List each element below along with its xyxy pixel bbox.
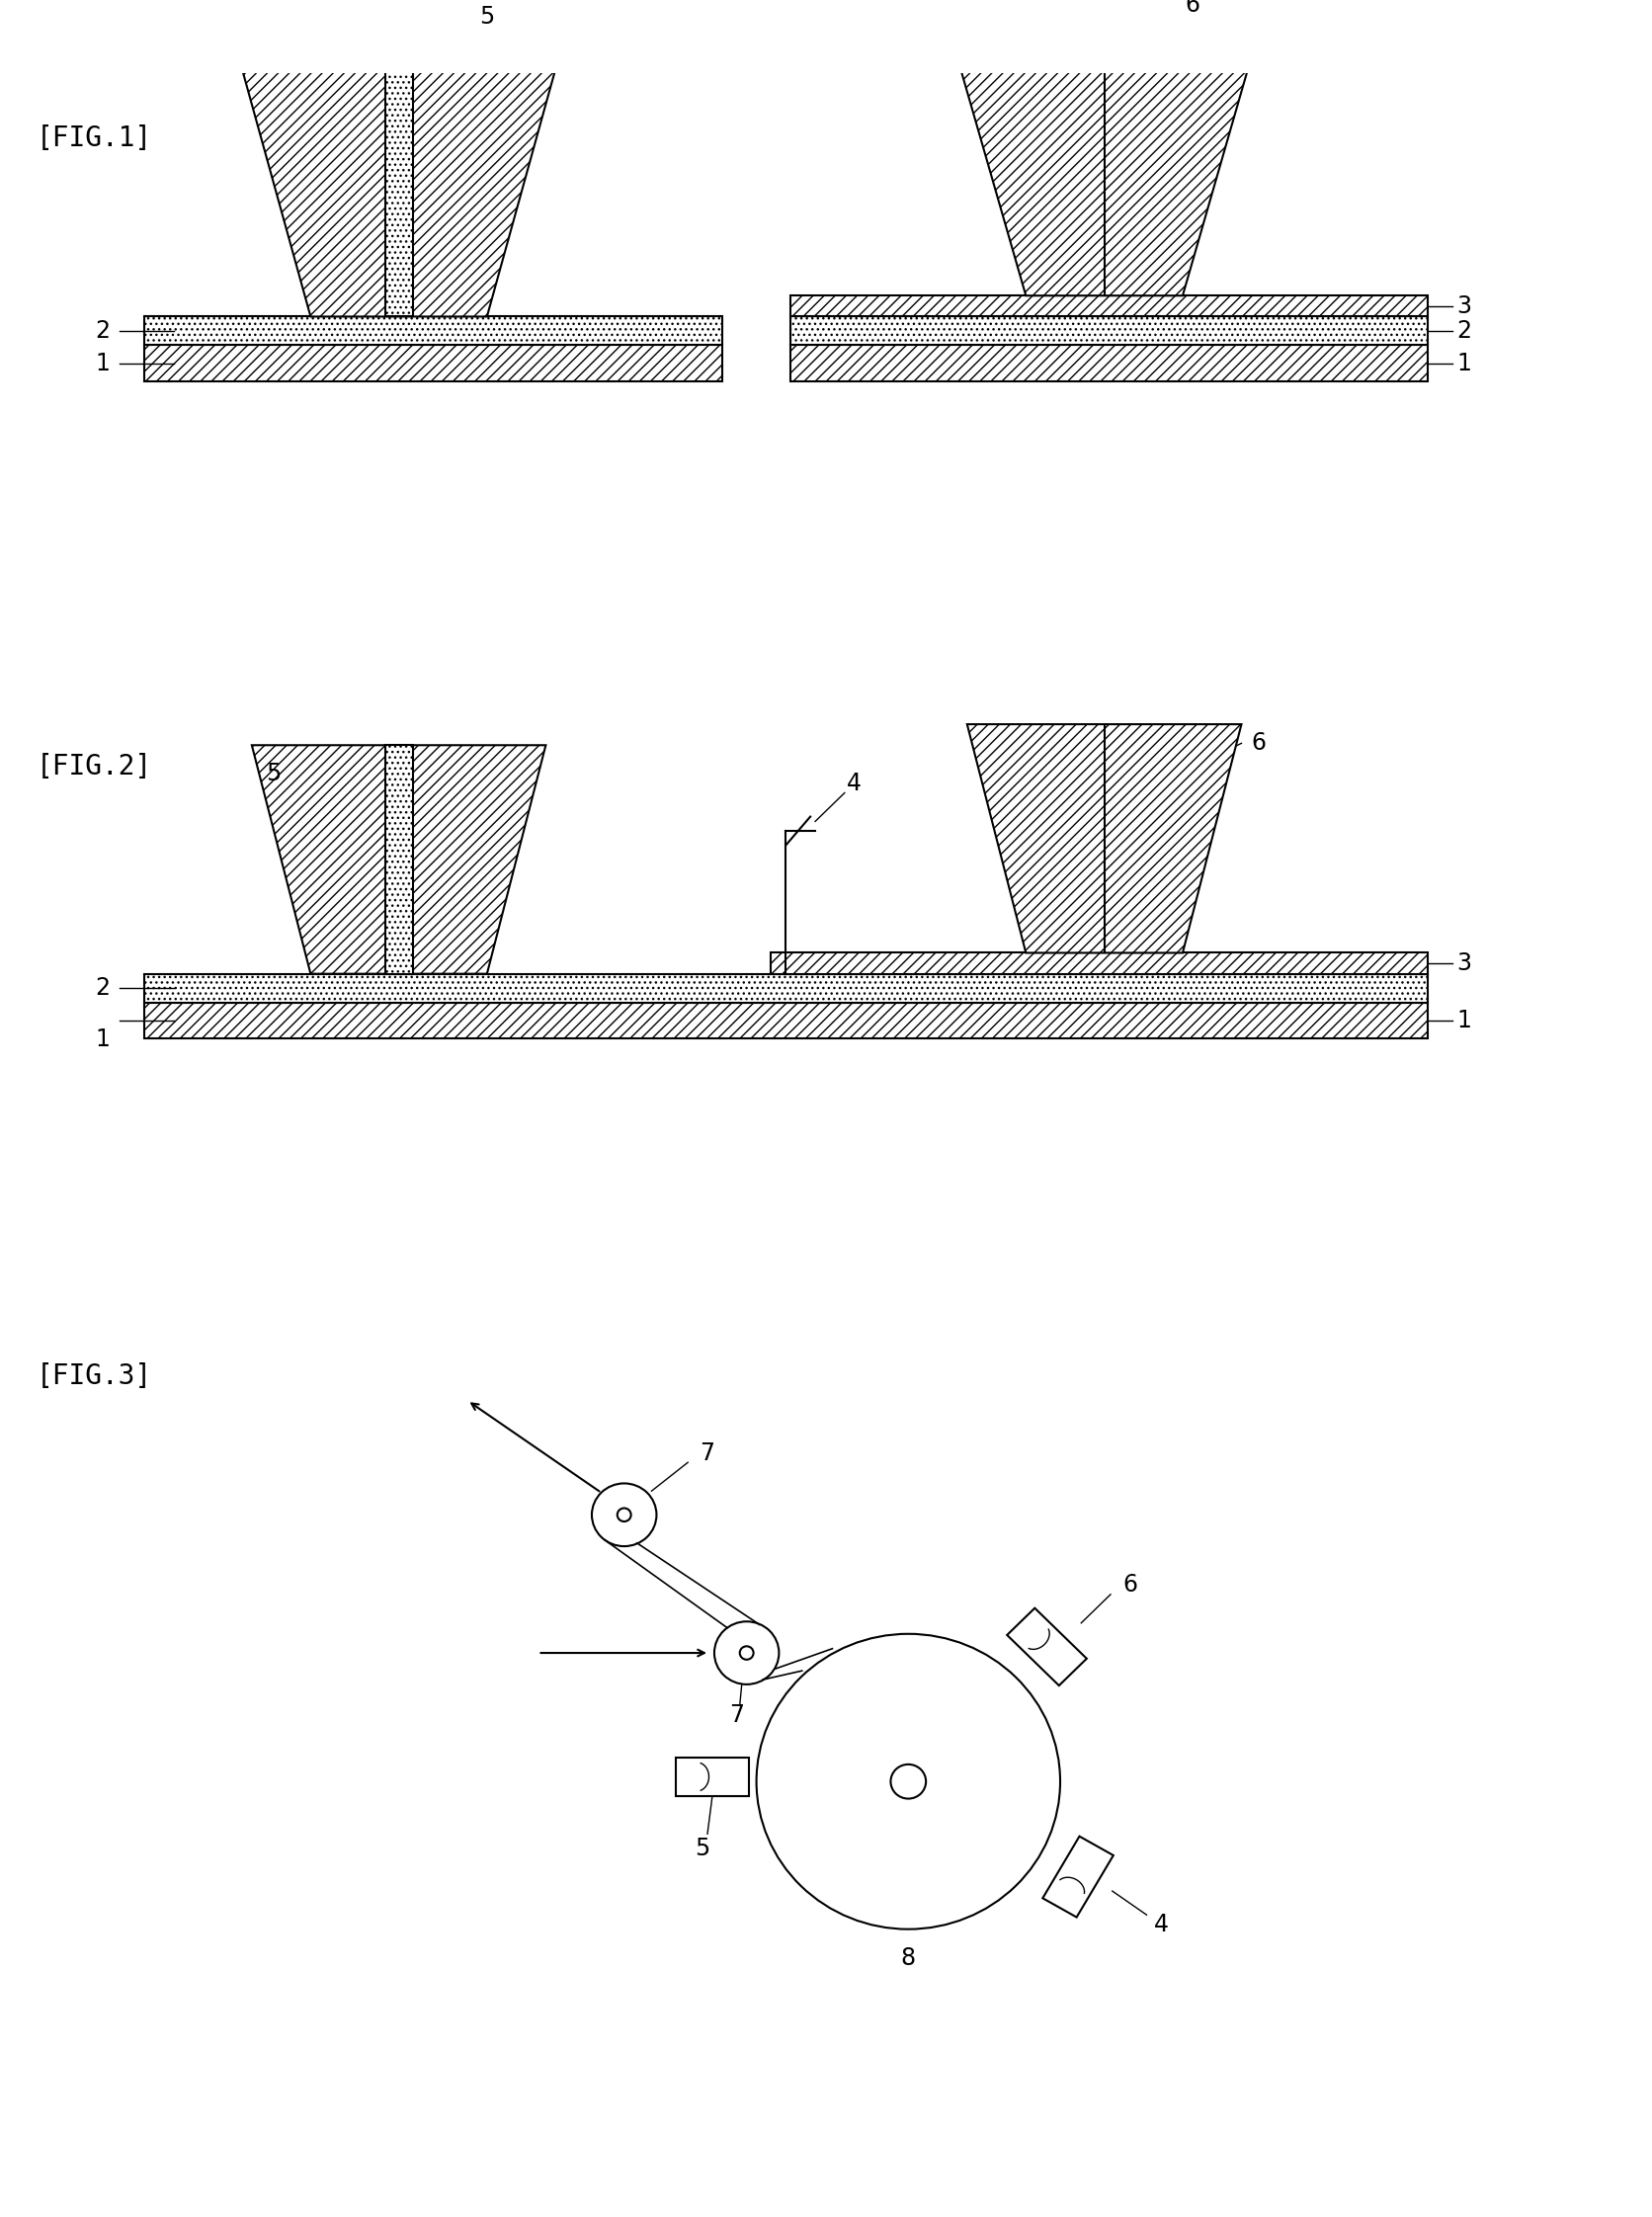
Text: 1: 1 [96,1029,109,1051]
Text: 1: 1 [96,350,109,375]
Text: [FIG.3]: [FIG.3] [36,1363,152,1390]
Text: 4: 4 [1153,1913,1168,1935]
Bar [144,973,1427,1002]
Text: 1: 1 [1457,350,1472,375]
Bar [144,317,722,346]
Bar [144,1002,1427,1038]
Polygon shape [1042,1836,1113,1918]
Text: 5: 5 [479,4,494,29]
Bar [385,69,413,317]
Text: 1: 1 [1457,1009,1472,1033]
Text: 5: 5 [266,763,281,785]
Text: 4: 4 [847,772,862,796]
Text: 8: 8 [900,1947,915,1969]
Bar [791,317,1427,346]
Bar [791,346,1427,381]
Polygon shape [243,69,555,317]
Text: 3: 3 [1457,951,1472,975]
Text: 2: 2 [94,319,109,344]
Text: [FIG.2]: [FIG.2] [36,754,152,780]
Text: [FIG.1]: [FIG.1] [36,124,152,151]
Text: 7: 7 [730,1703,745,1727]
Text: 3: 3 [1457,295,1472,317]
Text: 7: 7 [700,1441,715,1465]
Bar [385,745,413,973]
Text: 6: 6 [1251,732,1265,756]
Bar [791,295,1427,317]
Text: 6: 6 [1123,1574,1138,1596]
Polygon shape [1008,1607,1087,1685]
Bar [771,953,1427,973]
Polygon shape [676,1758,748,1796]
Text: 2: 2 [1457,319,1472,344]
Text: 5: 5 [695,1836,710,1860]
Text: 6: 6 [1184,0,1199,18]
Polygon shape [251,745,545,973]
Polygon shape [957,58,1251,295]
Bar [144,346,722,381]
Text: 2: 2 [94,975,109,1000]
Polygon shape [966,725,1241,953]
